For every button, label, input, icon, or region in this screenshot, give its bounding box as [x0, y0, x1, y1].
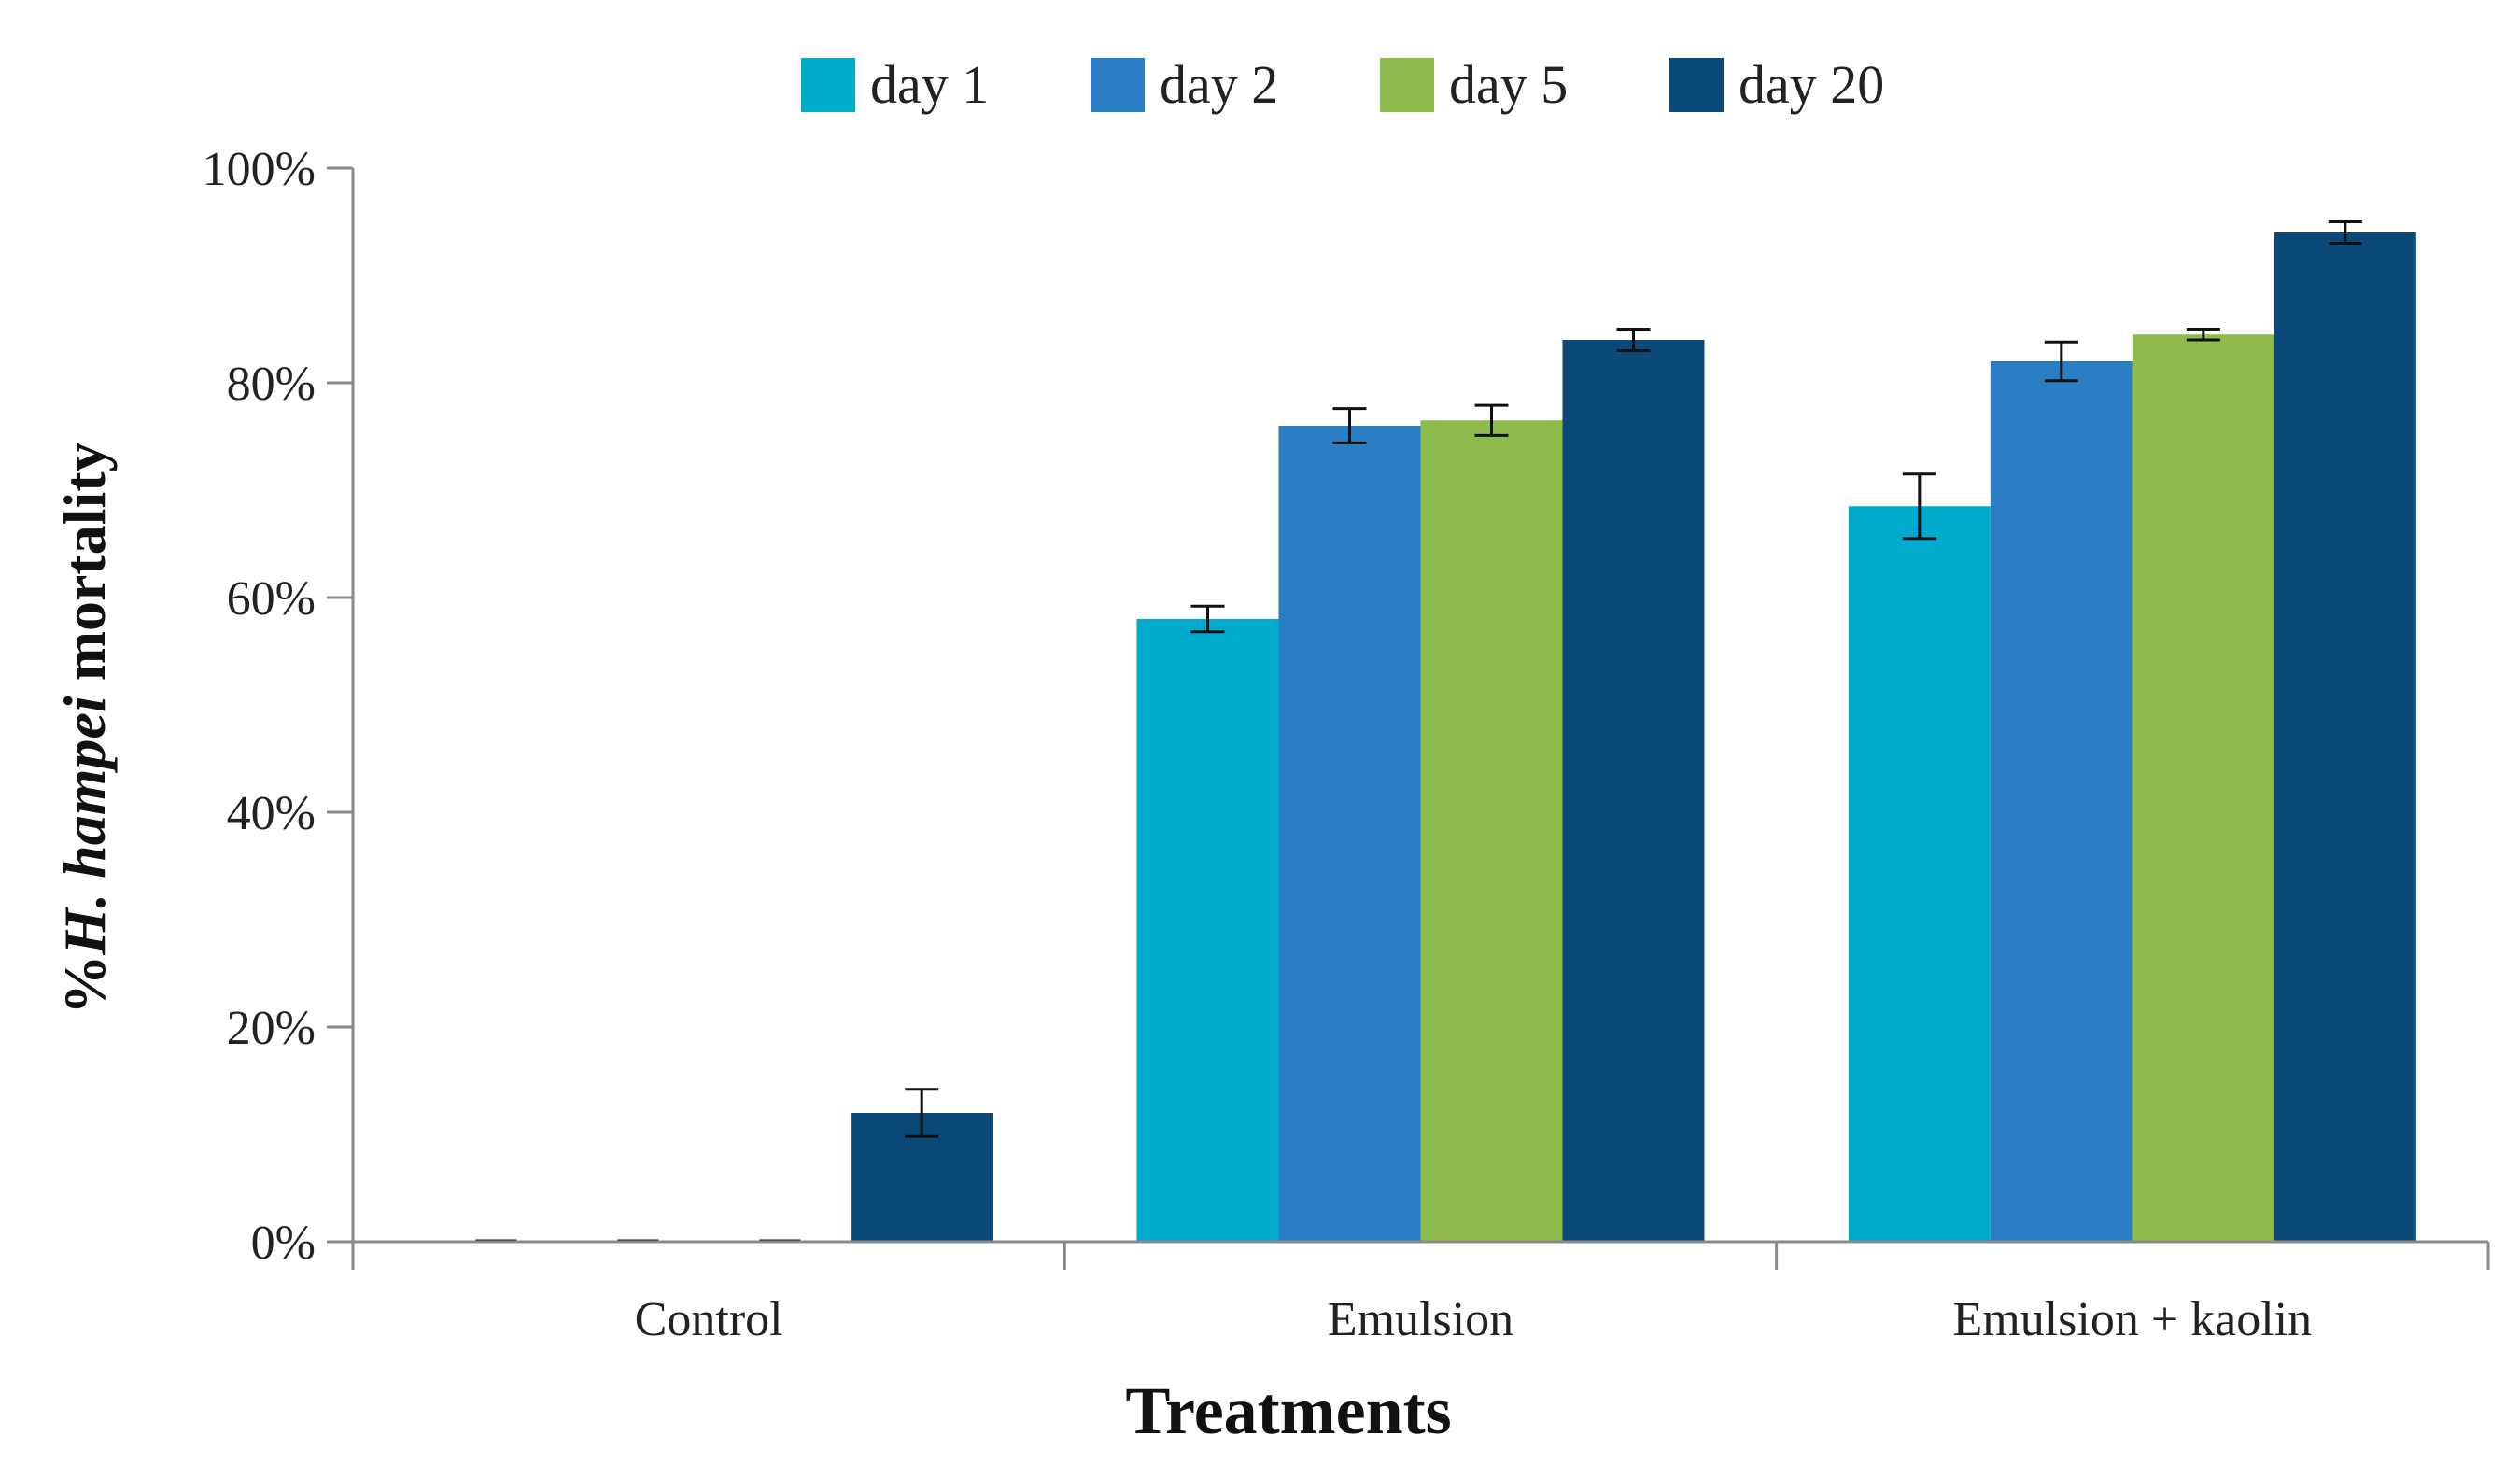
- legend: day 1 day 2 day 5 day 20: [801, 54, 1884, 115]
- x-tick-label: Emulsion + kaolin: [1953, 1293, 2313, 1346]
- legend-label: day 1: [870, 54, 989, 115]
- y-axis-title-prefix: %: [51, 955, 118, 1015]
- legend-label: day 20: [1739, 54, 1884, 115]
- x-axis-title: Treatments: [1125, 1373, 1451, 1448]
- y-axis-title-suffix: mortality: [51, 442, 118, 696]
- bar: [1278, 426, 1421, 1242]
- bar: [2274, 232, 2416, 1242]
- x-tick-label: Control: [635, 1293, 783, 1346]
- bars: [851, 232, 2416, 1242]
- legend-label: day 5: [1449, 54, 1568, 115]
- legend-swatch: [801, 58, 855, 112]
- y-tick-label: 60%: [227, 572, 316, 626]
- legend-swatch: [1380, 58, 1434, 112]
- bar: [1420, 420, 1563, 1242]
- bar: [1848, 506, 1991, 1242]
- legend-swatch: [1669, 58, 1724, 112]
- y-tick-label: 20%: [227, 1002, 316, 1055]
- legend-swatch: [1091, 58, 1145, 112]
- x-tick-label: Emulsion: [1328, 1293, 1513, 1346]
- bar: [1562, 340, 1705, 1242]
- y-tick-label: 0%: [251, 1217, 316, 1270]
- bar: [2132, 334, 2274, 1242]
- y-axis-title-species: H. hampei: [51, 696, 118, 956]
- y-axis-title: %H. hampei mortality: [51, 442, 118, 1014]
- y-tick-label: 40%: [227, 787, 316, 840]
- bar: [1990, 361, 2133, 1242]
- y-axis-ticks: 0% 20% 40% 60% 80% 100%: [203, 143, 353, 1270]
- axes: [327, 168, 2490, 1270]
- x-axis-ticks: Control Emulsion Emulsion + kaolin: [635, 1293, 2312, 1346]
- legend-label: day 2: [1160, 54, 1278, 115]
- y-tick-label: 80%: [227, 358, 316, 411]
- bar: [1136, 619, 1279, 1242]
- y-tick-label: 100%: [203, 143, 316, 196]
